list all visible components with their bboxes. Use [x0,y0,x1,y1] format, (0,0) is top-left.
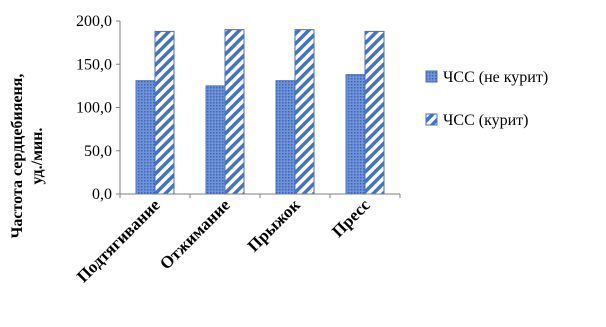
bar-non-smoker [135,80,156,195]
y-tick-label: 200,0 [76,13,112,30]
legend-label: ЧСС (курит) [443,112,529,129]
bar-smoker [364,30,385,195]
y-tick-label: 50,0 [84,143,112,160]
y-axis-title-line2: уд./мин. [29,128,46,185]
legend-swatch [425,70,438,83]
bars [135,29,385,195]
legend-swatch [425,113,438,126]
x-category-label: Отжимание [156,195,234,273]
y-axis-ticks: 0,0 50,0 100,0 150,0 200,0 [76,13,120,203]
y-tick-label: 150,0 [76,56,112,73]
bar-smoker [294,29,315,195]
bar-smoker [154,30,175,195]
bar-non-smoker [275,80,296,195]
legend: ЧСС (не курит) ЧСС (курит) [425,69,548,129]
bar-non-smoker [205,85,226,195]
legend-label: ЧСС (не курит) [443,69,548,86]
bar-smoker [224,29,245,195]
x-category-label: Пресс [328,195,374,241]
x-category-label: Прыжок [244,195,304,255]
x-category-label: Подтягивание [73,195,164,286]
y-tick-label: 100,0 [76,100,112,117]
y-axis-title: Частота сердцебияеня, уд./мин. [9,74,46,239]
y-axis-title-line1: Частота сердцебияеня, [9,74,26,239]
y-tick-label: 0,0 [92,186,112,203]
bar-non-smoker [345,74,366,195]
